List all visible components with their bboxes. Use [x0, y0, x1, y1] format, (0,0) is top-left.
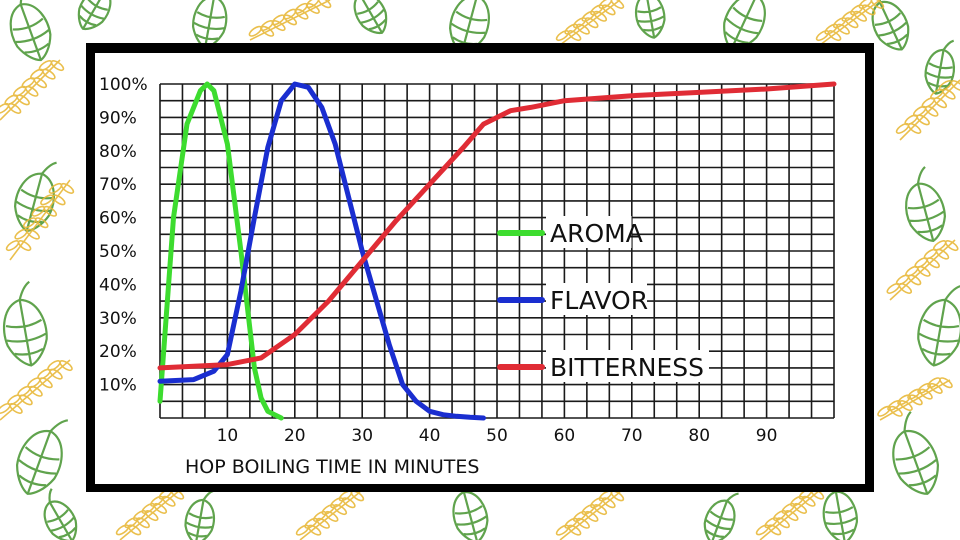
y-tick-label: 90% [99, 108, 137, 128]
legend-label-backdrop [546, 216, 632, 248]
legend-label-aroma: AROMA [550, 219, 643, 248]
hop-cone-decoration [3, 280, 48, 367]
hop-cone-decoration [77, 0, 112, 31]
x-tick-label: 40 [419, 426, 441, 446]
y-tick-label: 100% [99, 75, 148, 95]
hop-cone-decoration [43, 488, 78, 540]
x-axis-label: HOP BOILING TIME IN MINUTES [185, 456, 479, 478]
y-tick-label: 60% [99, 209, 137, 229]
wheat-decoration [555, 0, 625, 46]
hop-cone-decoration [634, 0, 666, 39]
x-tick-label: 10 [217, 426, 239, 446]
wheat-decoration [755, 488, 825, 540]
y-tick-label: 30% [99, 309, 137, 329]
x-tick-label: 60 [554, 426, 576, 446]
hop-boiling-chart: 10% 20% 30% 40% 50% 60% 70% 80% 90% 100% 10 20 30 40 5… [99, 75, 837, 478]
series-line-bitterness [157, 81, 837, 371]
y-tick-label: 20% [99, 342, 137, 362]
y-tick-label: 10% [99, 376, 137, 396]
wheat-decoration [555, 490, 625, 540]
hop-cone-decoration [9, 0, 52, 62]
hop-cone-decoration [703, 492, 739, 540]
wheat-decoration [0, 59, 65, 121]
hop-cone-decoration [15, 419, 69, 495]
hop-cone-decoration [924, 39, 956, 95]
wheat-decoration [877, 377, 953, 421]
x-tick-label: 90 [756, 426, 778, 446]
wheat-decoration [5, 179, 75, 261]
y-tick-label: 70% [99, 175, 137, 195]
hop-cone-decoration [353, 0, 388, 35]
series-line-aroma [157, 81, 284, 421]
hop-cone-decoration [917, 285, 960, 367]
legend-label-flavor: FLAVOR [550, 286, 648, 315]
series-line-flavor [157, 81, 486, 421]
wheat-decoration [295, 490, 365, 540]
hop-cone-decoration [905, 166, 947, 243]
wheat-decoration [0, 359, 73, 421]
wheat-decoration [815, 0, 885, 46]
y-tick-label: 50% [99, 242, 137, 262]
hop-cone-decoration [892, 410, 940, 495]
x-tick-label: 20 [284, 426, 306, 446]
legend-label-bitterness: BITTERNESS [550, 353, 704, 382]
x-tick-label: 70 [621, 426, 643, 446]
x-tick-label: 30 [351, 426, 373, 446]
hop-cone-decoration [184, 489, 216, 540]
wheat-decoration [895, 79, 960, 141]
x-tick-label: 50 [486, 426, 508, 446]
legend-label-backdrop [546, 350, 709, 382]
y-tick-label: 40% [99, 275, 137, 295]
x-tick-label: 80 [688, 426, 710, 446]
wheat-decoration [886, 239, 959, 301]
y-tick-label: 80% [99, 142, 137, 162]
wheat-decoration [115, 488, 185, 540]
chart-grid [159, 83, 835, 419]
legend-label-backdrop [546, 283, 647, 315]
wheat-decoration [248, 0, 332, 41]
